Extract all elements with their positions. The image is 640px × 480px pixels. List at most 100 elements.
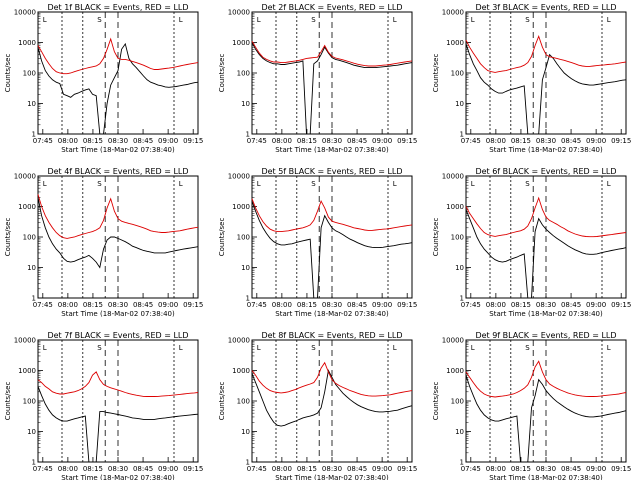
detector-panel-6: Det 6f BLACK = Events, RED = LLD 1 10 100 10…	[432, 167, 631, 318]
x-tick-label: 09:00	[372, 137, 392, 145]
x-tick-label: 07:45	[247, 301, 267, 309]
y-tick-label: 10	[241, 428, 250, 436]
time-marker-label: L	[471, 180, 475, 188]
time-marker-label: L	[471, 344, 475, 352]
detector-panel-5: Det 5f BLACK = Events, RED = LLD 1 10 100 10…	[218, 167, 417, 318]
lld-series-line	[251, 361, 413, 397]
time-marker-label: L	[393, 180, 397, 188]
x-tick-label: 08:15	[511, 301, 531, 309]
x-tick-label: 08:45	[347, 137, 367, 145]
panel-title: Det 3f BLACK = Events, RED = LLD	[475, 3, 616, 12]
x-tick-label: 08:00	[58, 137, 78, 145]
y-tick-label: 10	[241, 100, 250, 108]
y-tick-label: 100	[451, 398, 464, 406]
panel-title: Det 2f BLACK = Events, RED = LLD	[261, 3, 402, 12]
panel-title: Det 1f BLACK = Events, RED = LLD	[47, 3, 188, 12]
y-axis-label: Counts/sec	[432, 382, 440, 421]
y-tick-label: 1	[32, 131, 36, 139]
y-tick-label: 1	[246, 131, 250, 139]
time-marker-label: S	[97, 16, 102, 24]
lld-series-line	[251, 198, 413, 233]
x-tick-label: 07:45	[247, 465, 267, 473]
x-tick-label: 08:00	[272, 465, 292, 473]
x-tick-label: 08:30	[536, 301, 556, 309]
time-marker-label: L	[257, 180, 261, 188]
detector-panel-3: Det 3f BLACK = Events, RED = LLD 1 10 100 10…	[432, 3, 631, 154]
time-marker-label: L	[43, 180, 47, 188]
x-tick-label: 09:00	[158, 137, 178, 145]
panel-title: Det 8f BLACK = Events, RED = LLD	[261, 331, 402, 340]
x-tick-label: 08:45	[561, 465, 581, 473]
y-tick-label: 100	[451, 70, 464, 78]
x-tick-label: 09:15	[183, 301, 203, 309]
y-tick-label: 10	[27, 100, 36, 108]
x-tick-label: 08:15	[297, 137, 317, 145]
time-marker-label: L	[393, 16, 397, 24]
panel-title: Det 9f BLACK = Events, RED = LLD	[475, 331, 616, 340]
lld-series-line	[465, 360, 627, 398]
y-tick-label: 1	[460, 131, 464, 139]
x-axis-label: Start Time (18-Mar-02 07:38:40)	[489, 474, 603, 480]
x-tick-label: 08:30	[108, 301, 128, 309]
x-tick-label: 08:00	[486, 137, 506, 145]
events-series-line	[465, 43, 627, 135]
x-tick-label: 09:15	[397, 301, 417, 309]
x-tick-label: 09:00	[158, 301, 178, 309]
x-tick-label: 07:45	[247, 137, 267, 145]
x-tick-label: 08:15	[83, 301, 103, 309]
y-tick-label: 1	[460, 295, 464, 303]
detector-panel-7: Det 7f BLACK = Events, RED = LLD 1 10 100 10…	[4, 331, 203, 480]
x-tick-label: 09:15	[611, 465, 631, 473]
time-marker-label: L	[179, 16, 183, 24]
time-marker-label: L	[179, 180, 183, 188]
x-axis-label: Start Time (18-Mar-02 07:38:40)	[489, 310, 603, 318]
y-tick-label: 1000	[18, 367, 36, 375]
panel-title: Det 5f BLACK = Events, RED = LLD	[261, 167, 402, 176]
y-tick-label: 1	[32, 295, 36, 303]
y-tick-label: 10000	[442, 337, 464, 345]
x-tick-label: 08:15	[297, 465, 317, 473]
y-tick-label: 1	[32, 459, 36, 467]
x-axis-label: Start Time (18-Mar-02 07:38:40)	[61, 310, 175, 318]
x-tick-label: 09:15	[397, 137, 417, 145]
x-tick-label: 08:00	[486, 301, 506, 309]
y-tick-label: 10	[455, 264, 464, 272]
time-marker-label: S	[97, 180, 102, 188]
time-marker-label: L	[257, 344, 261, 352]
x-tick-label: 08:15	[83, 465, 103, 473]
y-axis-label: Counts/sec	[218, 218, 226, 257]
x-tick-label: 08:30	[322, 137, 342, 145]
x-tick-label: 08:45	[133, 137, 153, 145]
x-tick-label: 08:30	[322, 465, 342, 473]
panel-title: Det 6f BLACK = Events, RED = LLD	[475, 167, 616, 176]
y-tick-label: 1	[246, 459, 250, 467]
x-tick-label: 08:45	[133, 301, 153, 309]
panel-title: Det 4f BLACK = Events, RED = LLD	[47, 167, 188, 176]
x-tick-label: 08:45	[133, 465, 153, 473]
detector-panel-1: Det 1f BLACK = Events, RED = LLD 1 10 100 10…	[4, 3, 203, 154]
x-tick-label: 08:45	[347, 301, 367, 309]
y-tick-label: 10	[241, 264, 250, 272]
y-tick-label: 10	[455, 100, 464, 108]
x-axis-label: Start Time (18-Mar-02 07:38:40)	[275, 474, 389, 480]
x-axis-label: Start Time (18-Mar-02 07:38:40)	[275, 146, 389, 154]
y-axis-label: Counts/sec	[432, 54, 440, 93]
y-tick-label: 10000	[14, 337, 36, 345]
lld-series-line	[465, 196, 627, 238]
y-tick-label: 10000	[442, 173, 464, 181]
x-tick-label: 09:00	[586, 465, 606, 473]
x-tick-label: 08:45	[561, 301, 581, 309]
y-tick-label: 10	[455, 428, 464, 436]
y-tick-label: 1000	[446, 203, 464, 211]
time-marker-label: L	[257, 16, 261, 24]
time-marker-label: L	[471, 16, 475, 24]
y-axis-label: Counts/sec	[218, 54, 226, 93]
events-series-line	[251, 42, 413, 135]
x-tick-label: 08:45	[347, 465, 367, 473]
x-axis-label: Start Time (18-Mar-02 07:38:40)	[61, 474, 175, 480]
detector-panel-9: Det 9f BLACK = Events, RED = LLD 1 10 100 10…	[432, 331, 631, 480]
time-marker-label: L	[607, 16, 611, 24]
y-tick-label: 10000	[14, 173, 36, 181]
time-marker-label: S	[311, 16, 316, 24]
x-tick-label: 08:15	[297, 301, 317, 309]
